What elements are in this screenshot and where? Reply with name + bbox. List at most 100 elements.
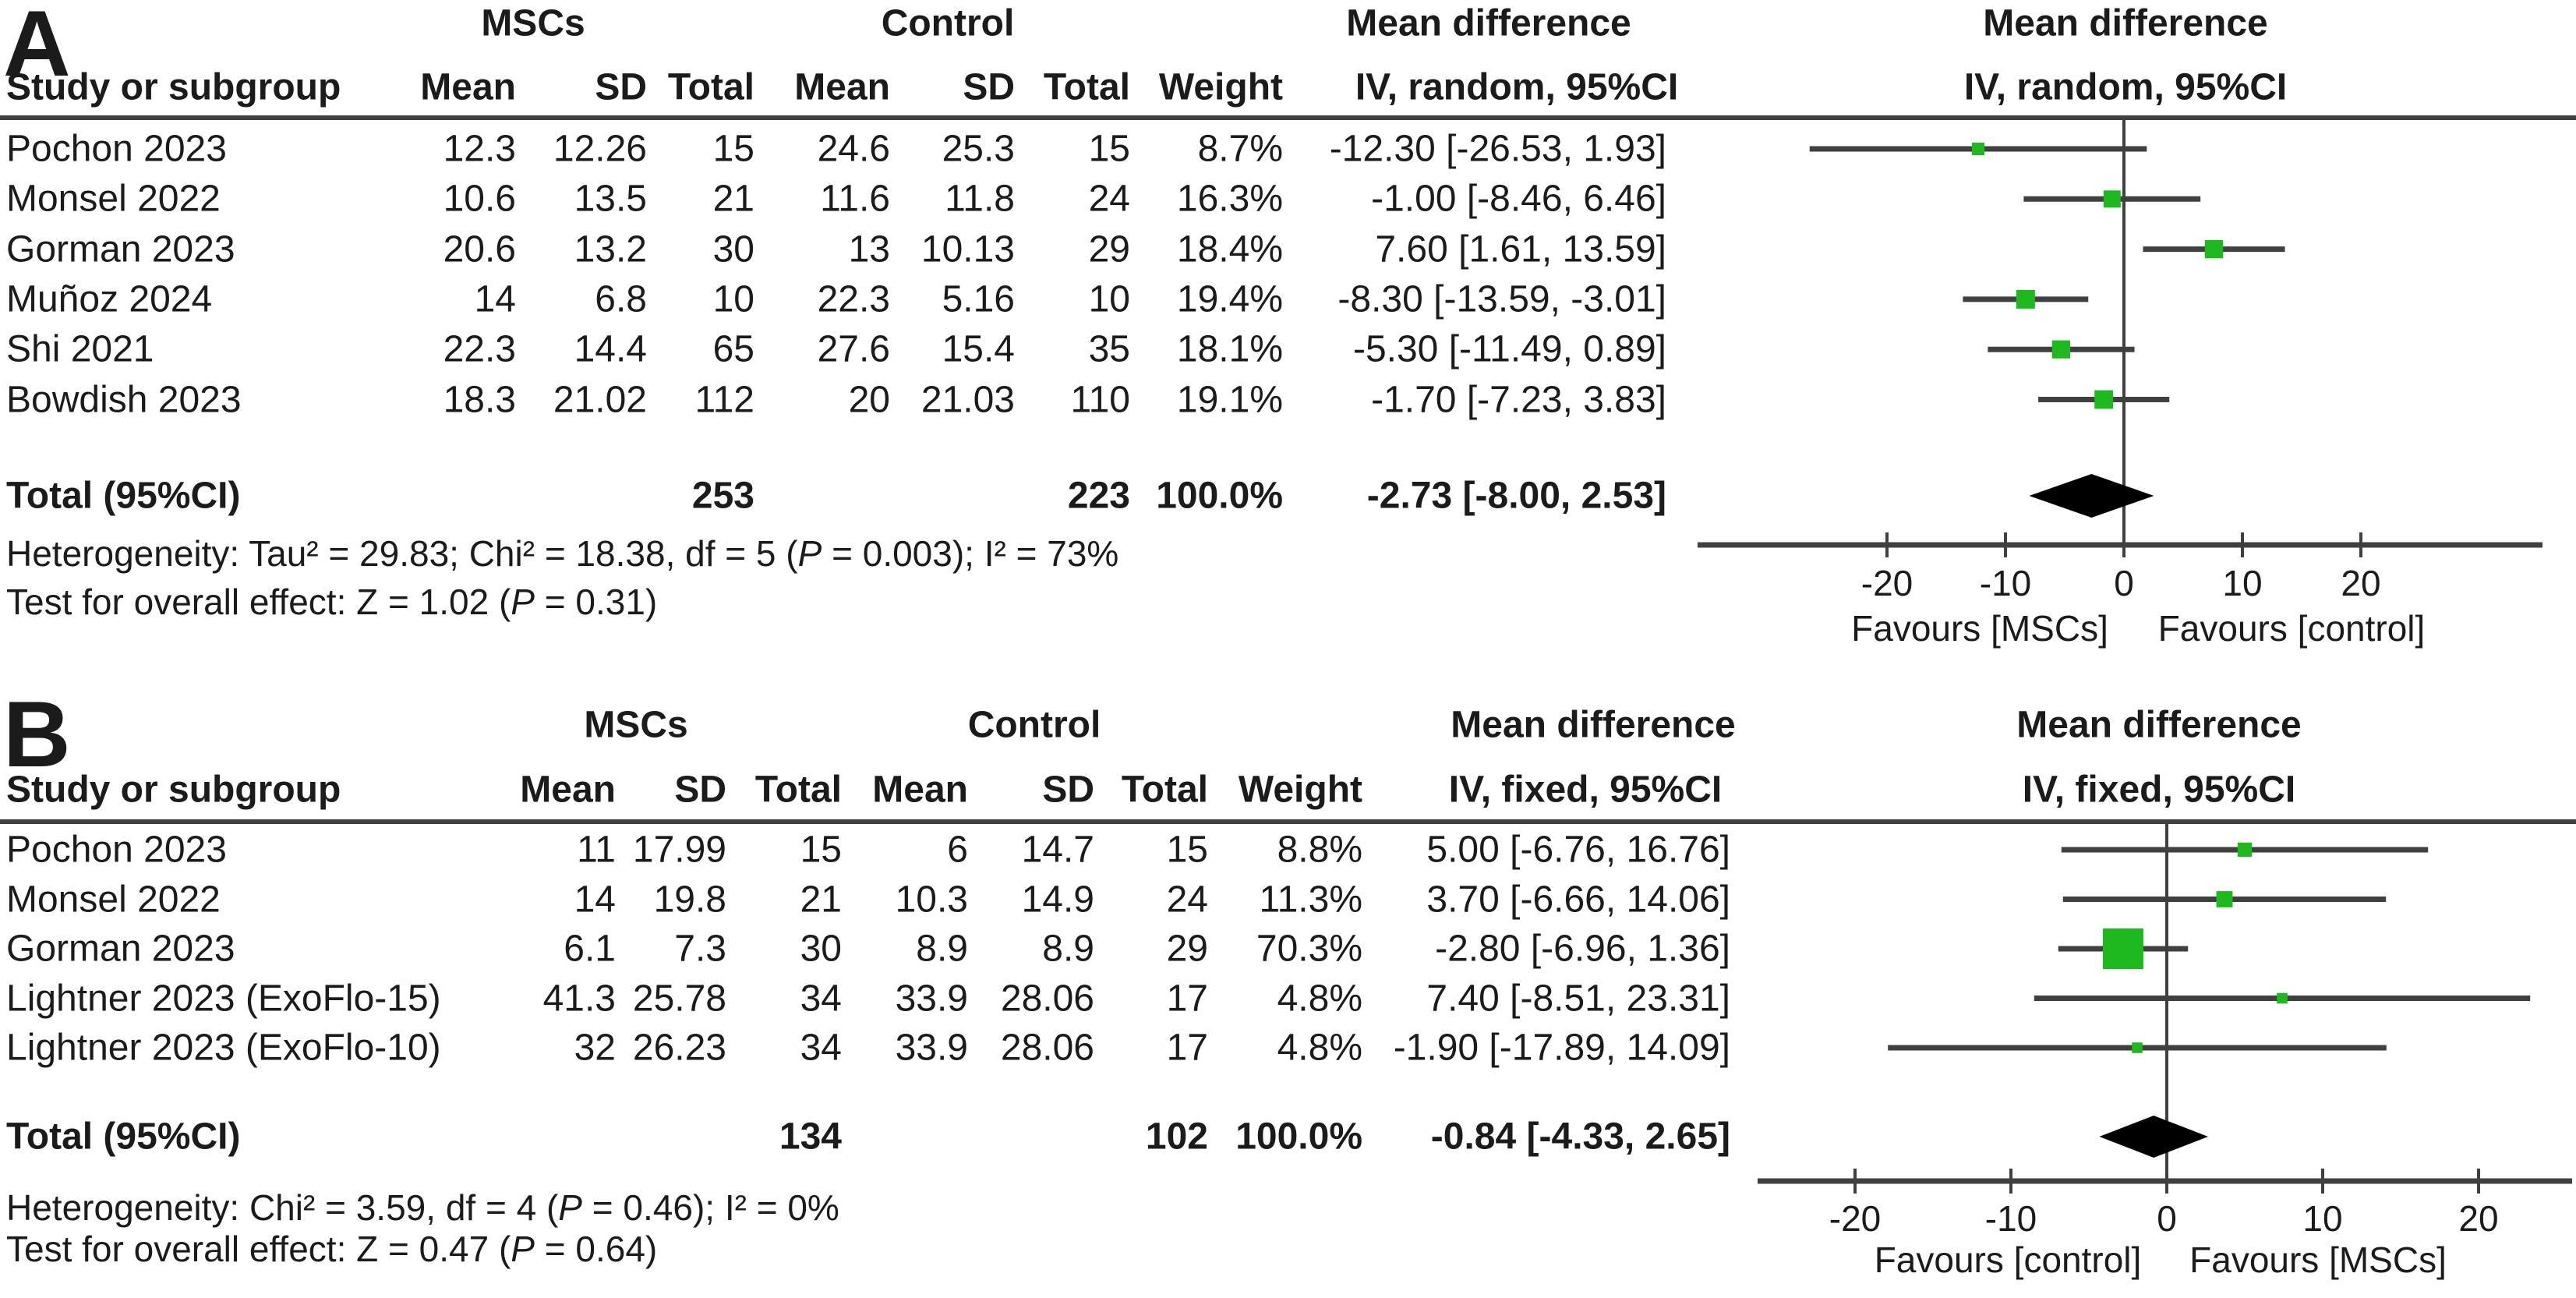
ci-text-value: 7.60 [1.61, 13.59] xyxy=(1375,228,1666,271)
control-total-value: 35 xyxy=(1088,328,1130,370)
control-mean-value: 24.6 xyxy=(817,128,890,170)
mscs-mean-value: 11 xyxy=(577,829,616,871)
point-estimate-marker xyxy=(2051,340,2071,359)
control-total-value: 15 xyxy=(1166,829,1208,871)
point-estimate-marker xyxy=(2016,289,2035,309)
control-sd-value: 10.13 xyxy=(921,228,1015,271)
mscs-sd-value: 6.8 xyxy=(595,278,647,320)
panel-b-favours-right-label: Favours [MSCs] xyxy=(2189,1240,2447,1280)
panel-a-tick-label: 20 xyxy=(2341,563,2381,603)
panel-b-total-weight: 100.0% xyxy=(1235,1116,1362,1158)
panel-b-column-total-control: Total xyxy=(1121,769,1208,811)
study-name: Lightner 2023 (ExoFlo-10) xyxy=(6,1027,441,1069)
panel-b-tick-label: -20 xyxy=(1829,1198,1882,1239)
weight-value: 19.1% xyxy=(1176,379,1283,420)
panel-b-group-mscs: MSCs xyxy=(584,704,688,746)
control-sd-value: 21.03 xyxy=(921,379,1015,420)
control-total-value: 24 xyxy=(1088,178,1130,220)
panel-a-total-n-mscs: 253 xyxy=(691,475,754,517)
point-estimate-marker xyxy=(2216,891,2233,907)
ci-text-value: -1.70 [-7.23, 3.83] xyxy=(1371,379,1666,420)
panel-b-favours-left-label: Favours [control] xyxy=(1874,1240,2142,1280)
mscs-total-value: 10 xyxy=(712,278,754,320)
study-name: Shi 2021 xyxy=(6,328,154,370)
panel-b-header-mean-difference-plot: Mean difference xyxy=(2016,704,2302,746)
control-mean-value: 33.9 xyxy=(895,1027,968,1069)
ci-text-value: -8.30 [-13.59, -3.01] xyxy=(1337,278,1666,320)
control-mean-value: 6 xyxy=(947,829,968,871)
panel-b-column-study: Study or subgroup xyxy=(6,769,341,811)
study-name: Gorman 2023 xyxy=(6,928,235,970)
panel-b-overall-effect: Test for overall effect: Z = 0.47 (P = 0… xyxy=(6,1229,658,1269)
panel-a-tick-label: 10 xyxy=(2222,563,2263,603)
control-total-value: 17 xyxy=(1166,978,1208,1019)
mscs-total-value: 21 xyxy=(800,879,842,920)
panel-a-label: A xyxy=(3,0,71,96)
panel-a-column-ci-method-plot: IV, random, 95%CI xyxy=(1963,66,2288,108)
panel-b-tick-label: 10 xyxy=(2302,1198,2343,1239)
mscs-sd-value: 12.26 xyxy=(553,128,647,170)
panel-b-column-total-mscs: Total xyxy=(754,769,842,811)
panel-a-column-sd-mscs: SD xyxy=(595,66,647,108)
study-name: Pochon 2023 xyxy=(6,829,227,871)
panel-b-column-mean-control: Mean xyxy=(872,769,968,811)
panel-a-column-total-control: Total xyxy=(1043,66,1130,108)
panel-a-column-total-mscs: Total xyxy=(667,66,754,108)
control-sd-value: 5.16 xyxy=(942,278,1015,320)
panel-b-tick-label: 20 xyxy=(2458,1198,2499,1239)
point-estimate-marker xyxy=(2132,1042,2143,1053)
control-total-value: 15 xyxy=(1088,128,1130,170)
weight-value: 16.3% xyxy=(1176,178,1283,220)
panel-b-header-rule xyxy=(0,819,2576,824)
study-name: Monsel 2022 xyxy=(6,879,221,920)
control-total-value: 110 xyxy=(1070,379,1130,420)
ci-text-value: 7.40 [-8.51, 23.31] xyxy=(1426,978,1730,1019)
panel-a-column-study: Study or subgroup xyxy=(6,66,341,108)
mscs-total-value: 112 xyxy=(694,379,754,420)
pooled-effect-diamond xyxy=(2099,1116,2208,1158)
weight-value: 8.8% xyxy=(1277,829,1362,871)
panel-a-header-rule xyxy=(0,115,2576,120)
panel-a-tick-label: -10 xyxy=(1979,563,2032,603)
panel-a-total-weight: 100.0% xyxy=(1156,475,1283,517)
mscs-total-value: 30 xyxy=(800,928,842,970)
panel-a-group-mscs: MSCs xyxy=(481,2,585,44)
mscs-sd-value: 17.99 xyxy=(632,829,726,871)
mscs-total-value: 21 xyxy=(712,178,754,220)
mscs-sd-value: 7.3 xyxy=(674,928,726,970)
weight-value: 18.4% xyxy=(1176,228,1283,271)
control-mean-value: 10.3 xyxy=(895,879,968,920)
control-total-value: 10 xyxy=(1088,278,1130,320)
control-sd-value: 25.3 xyxy=(942,128,1015,170)
panel-b-group-control: Control xyxy=(967,704,1101,746)
mscs-mean-value: 14 xyxy=(574,879,616,920)
control-total-value: 17 xyxy=(1166,1027,1208,1069)
mscs-mean-value: 10.6 xyxy=(443,178,516,220)
ci-text-value: 3.70 [-6.66, 14.06] xyxy=(1426,879,1730,920)
mscs-total-value: 15 xyxy=(800,829,842,871)
panel-b-column-sd-mscs: SD xyxy=(674,769,726,811)
panel-b-total-n-control: 102 xyxy=(1145,1116,1208,1158)
weight-value: 19.4% xyxy=(1176,278,1283,320)
mscs-sd-value: 25.78 xyxy=(632,978,726,1019)
weight-value: 4.8% xyxy=(1277,978,1362,1019)
mscs-sd-value: 26.23 xyxy=(632,1027,726,1069)
weight-value: 8.7% xyxy=(1197,128,1283,170)
study-name: Bowdish 2023 xyxy=(6,379,242,420)
panel-b-header-mean-difference-table: Mean difference xyxy=(1451,704,1736,746)
panel-a-header-mean-difference-table: Mean difference xyxy=(1346,2,1631,44)
control-mean-value: 8.9 xyxy=(916,928,968,970)
control-sd-value: 8.9 xyxy=(1042,928,1094,970)
panel-a-heterogeneity: Heterogeneity: Tau² = 29.83; Chi² = 18.3… xyxy=(6,533,1119,574)
panel-a-total-ci: -2.73 [-8.00, 2.53] xyxy=(1366,475,1666,517)
panel-a-favours-right-label: Favours [control] xyxy=(2157,608,2426,649)
mscs-mean-value: 41.3 xyxy=(542,978,616,1019)
study-name: Muñoz 2024 xyxy=(6,278,213,320)
study-name: Lightner 2023 (ExoFlo-15) xyxy=(6,978,441,1019)
study-name: Pochon 2023 xyxy=(6,128,227,170)
control-mean-value: 13 xyxy=(848,228,890,271)
control-total-value: 24 xyxy=(1166,879,1208,920)
panel-b-column-mean-mscs: Mean xyxy=(520,769,616,811)
